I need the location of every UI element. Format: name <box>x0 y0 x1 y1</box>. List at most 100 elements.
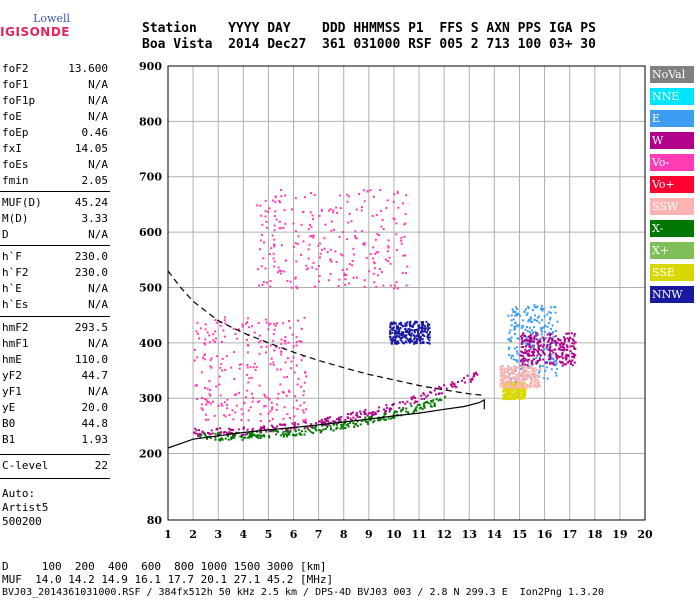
data-point <box>314 428 317 431</box>
data-point <box>541 345 544 348</box>
data-point <box>201 408 204 411</box>
data-point <box>499 385 502 388</box>
data-point <box>284 194 287 197</box>
data-point <box>351 259 354 262</box>
data-point <box>270 424 273 427</box>
data-point <box>563 363 566 366</box>
data-point <box>345 274 348 277</box>
data-point <box>511 389 514 392</box>
data-point <box>553 348 556 351</box>
data-point <box>280 244 283 247</box>
data-point <box>220 431 223 434</box>
data-point <box>410 404 413 407</box>
param-key: B1 <box>2 433 16 446</box>
data-point <box>285 394 288 397</box>
data-point <box>235 393 238 396</box>
data-point <box>526 364 529 367</box>
data-point <box>265 430 268 433</box>
data-point <box>295 341 298 344</box>
data-point <box>565 332 568 335</box>
data-point <box>232 434 235 437</box>
data-point <box>248 432 251 435</box>
data-point <box>573 333 576 336</box>
data-point <box>204 323 207 326</box>
data-point <box>294 277 297 280</box>
data-point <box>508 374 511 377</box>
data-point <box>284 342 287 345</box>
data-point <box>230 436 233 439</box>
data-point <box>499 375 502 378</box>
data-point <box>407 338 410 341</box>
param-separator <box>0 245 110 246</box>
data-point <box>340 253 343 256</box>
data-point <box>571 359 574 362</box>
data-point <box>241 438 244 441</box>
data-point <box>350 412 353 415</box>
param-value: 110.0 <box>74 353 108 366</box>
data-point <box>310 431 313 434</box>
data-point <box>401 202 404 205</box>
data-point <box>382 228 385 231</box>
data-point <box>419 331 422 334</box>
data-point <box>500 369 503 372</box>
data-point <box>529 342 532 345</box>
data-point <box>293 427 296 430</box>
data-point <box>507 392 510 395</box>
data-point <box>312 236 315 239</box>
param-row: M(D) 3.33 <box>2 212 108 226</box>
data-point <box>534 331 537 334</box>
data-point <box>269 344 272 347</box>
data-point <box>368 412 371 415</box>
data-point <box>193 431 196 434</box>
data-point <box>402 335 405 338</box>
data-point <box>302 419 305 422</box>
data-point <box>429 402 432 405</box>
data-point <box>405 410 408 413</box>
param-row: B1 1.93 <box>2 433 108 447</box>
param-row: yF2 44.7 <box>2 369 108 383</box>
data-point <box>203 433 206 436</box>
data-point <box>387 239 390 242</box>
data-point <box>410 325 413 328</box>
data-point <box>379 418 382 421</box>
data-point <box>263 428 266 431</box>
data-point <box>541 336 544 339</box>
data-point <box>384 412 387 415</box>
data-point <box>338 235 341 238</box>
data-point <box>322 428 325 431</box>
data-point <box>414 342 417 345</box>
data-point <box>541 309 544 312</box>
data-point <box>206 387 209 390</box>
data-point <box>434 393 437 396</box>
data-point <box>210 357 213 360</box>
data-point <box>554 340 557 343</box>
data-point <box>273 238 276 241</box>
data-point <box>404 272 407 275</box>
data-point <box>503 388 506 391</box>
data-point <box>524 308 527 311</box>
data-point <box>278 220 281 223</box>
data-point <box>372 195 375 198</box>
data-point <box>321 424 324 427</box>
data-point <box>533 304 536 307</box>
data-point <box>518 376 521 379</box>
data-point <box>394 339 397 342</box>
data-point <box>573 342 576 345</box>
data-point <box>294 276 297 279</box>
data-point <box>463 377 466 380</box>
param-row: C-level 22 <box>2 459 108 473</box>
data-point <box>421 326 424 329</box>
data-point <box>522 370 525 373</box>
data-point <box>428 342 431 345</box>
data-point <box>298 432 301 435</box>
data-point <box>413 341 416 344</box>
data-point <box>305 268 308 271</box>
data-point <box>423 404 426 407</box>
data-point <box>354 418 357 421</box>
data-point <box>342 427 345 430</box>
data-point <box>393 287 396 290</box>
data-point <box>280 423 283 426</box>
data-point <box>541 351 544 354</box>
data-point <box>565 344 568 347</box>
data-point <box>325 420 328 423</box>
